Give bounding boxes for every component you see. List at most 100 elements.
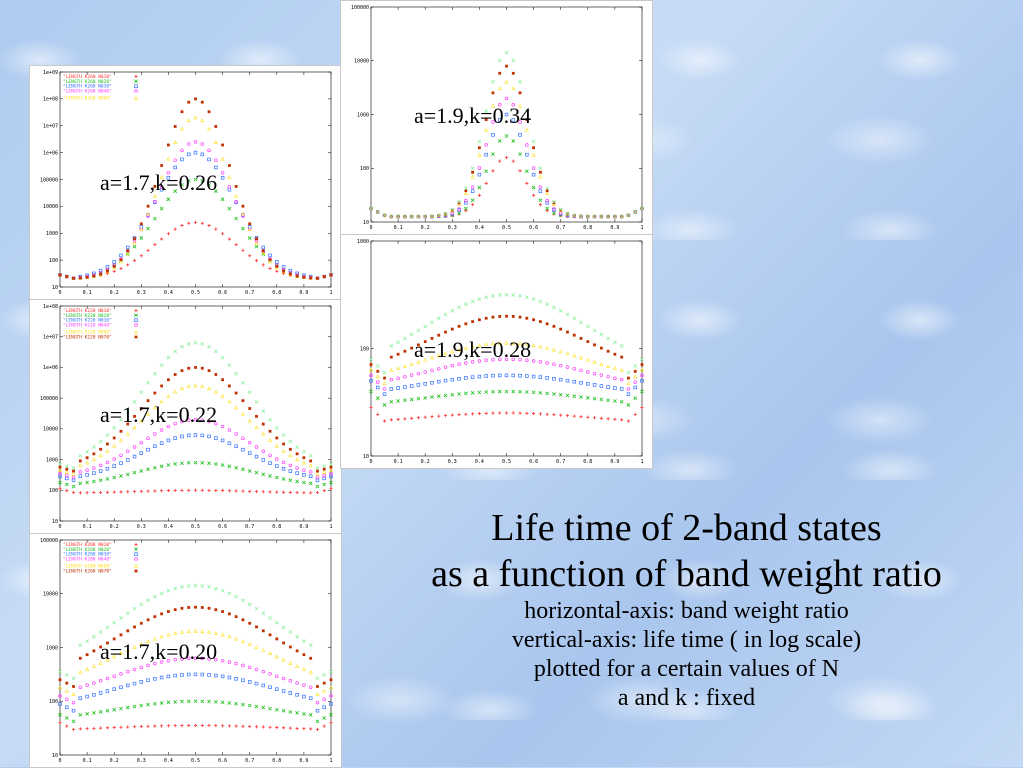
data-point bbox=[268, 453, 272, 458]
data-point bbox=[268, 266, 272, 271]
legend-marker bbox=[134, 552, 138, 556]
data-point bbox=[586, 340, 590, 344]
data-point bbox=[288, 447, 292, 451]
y-tick-label: 1e+07 bbox=[43, 124, 58, 130]
data-point bbox=[484, 390, 489, 394]
data-point bbox=[72, 685, 75, 688]
data-point bbox=[524, 109, 529, 113]
data-point bbox=[180, 369, 184, 373]
data-point bbox=[119, 266, 123, 271]
data-point bbox=[281, 448, 286, 453]
legend-entry: "LENGTH K200 N010" bbox=[63, 542, 112, 548]
data-point bbox=[248, 489, 252, 493]
data-point bbox=[248, 724, 252, 729]
series-5 bbox=[58, 366, 333, 473]
data-point bbox=[71, 471, 76, 476]
data-point bbox=[64, 464, 69, 468]
data-point bbox=[193, 140, 198, 144]
data-point bbox=[308, 685, 313, 689]
data-point bbox=[145, 211, 151, 216]
data-point bbox=[105, 708, 110, 713]
data-point bbox=[220, 176, 225, 180]
data-point bbox=[295, 452, 299, 456]
data-point bbox=[308, 643, 313, 648]
data-point bbox=[193, 699, 198, 704]
data-point bbox=[329, 702, 333, 706]
data-point bbox=[477, 139, 482, 144]
series-4 bbox=[368, 79, 645, 219]
data-point bbox=[518, 315, 522, 319]
data-point bbox=[166, 463, 171, 467]
data-point bbox=[125, 669, 130, 674]
data-point bbox=[152, 193, 157, 198]
data-point bbox=[409, 214, 414, 219]
data-point bbox=[585, 395, 590, 400]
data-point bbox=[247, 641, 252, 646]
data-point bbox=[132, 681, 137, 686]
data-point bbox=[409, 362, 414, 366]
data-point bbox=[65, 705, 69, 710]
data-point bbox=[450, 392, 455, 397]
data-point bbox=[92, 471, 96, 475]
data-point bbox=[511, 315, 515, 318]
data-point bbox=[558, 377, 563, 382]
data-point bbox=[180, 110, 184, 114]
data-point bbox=[396, 386, 400, 390]
data-point bbox=[98, 478, 103, 483]
data-point bbox=[518, 357, 522, 362]
data-point bbox=[85, 712, 89, 716]
data-point bbox=[498, 411, 502, 415]
data-point bbox=[281, 676, 286, 681]
data-point bbox=[531, 374, 536, 379]
legend-entry: "LENGTH K260 N040" bbox=[63, 88, 112, 94]
data-point bbox=[207, 344, 211, 349]
data-point bbox=[437, 333, 441, 337]
data-point bbox=[545, 361, 549, 365]
data-point bbox=[71, 490, 76, 495]
data-point bbox=[85, 480, 89, 485]
data-point bbox=[545, 391, 550, 396]
data-point bbox=[247, 602, 252, 607]
data-point bbox=[268, 490, 272, 494]
data-point bbox=[254, 445, 259, 449]
data-point bbox=[58, 669, 62, 674]
data-point bbox=[599, 397, 604, 402]
data-point bbox=[511, 340, 516, 345]
data-point bbox=[579, 368, 583, 373]
x-tick-label: 0.3 bbox=[137, 524, 146, 530]
data-point bbox=[531, 390, 536, 395]
data-point bbox=[254, 454, 259, 459]
data-point bbox=[450, 207, 455, 212]
y-tick-label: 100000 bbox=[40, 177, 58, 183]
data-point bbox=[241, 678, 245, 683]
data-point bbox=[606, 398, 611, 403]
data-point bbox=[302, 639, 306, 643]
data-point bbox=[484, 143, 488, 147]
data-point bbox=[153, 199, 157, 204]
y-tick-label: 1000 bbox=[357, 112, 369, 118]
data-point bbox=[316, 685, 319, 688]
data-point bbox=[159, 399, 164, 404]
data-point bbox=[389, 355, 393, 359]
data-point bbox=[119, 474, 123, 478]
data-point bbox=[173, 462, 178, 466]
data-point bbox=[585, 324, 590, 329]
data-point bbox=[322, 688, 327, 693]
data-point bbox=[403, 374, 407, 379]
data-point bbox=[139, 440, 144, 445]
y-tick-label: 1e+06 bbox=[43, 365, 58, 371]
data-point bbox=[193, 115, 198, 120]
x-tick-label: 0.6 bbox=[218, 524, 227, 530]
data-point bbox=[207, 606, 211, 610]
data-point bbox=[369, 363, 373, 367]
data-point bbox=[606, 349, 610, 353]
data-point bbox=[477, 193, 481, 197]
data-point bbox=[92, 491, 96, 495]
data-point bbox=[220, 658, 225, 663]
data-point bbox=[281, 460, 286, 465]
x-tick-label: 0.7 bbox=[556, 225, 565, 231]
data-point bbox=[552, 208, 556, 212]
data-point bbox=[484, 109, 489, 113]
data-point bbox=[139, 724, 143, 729]
data-point bbox=[328, 685, 334, 690]
